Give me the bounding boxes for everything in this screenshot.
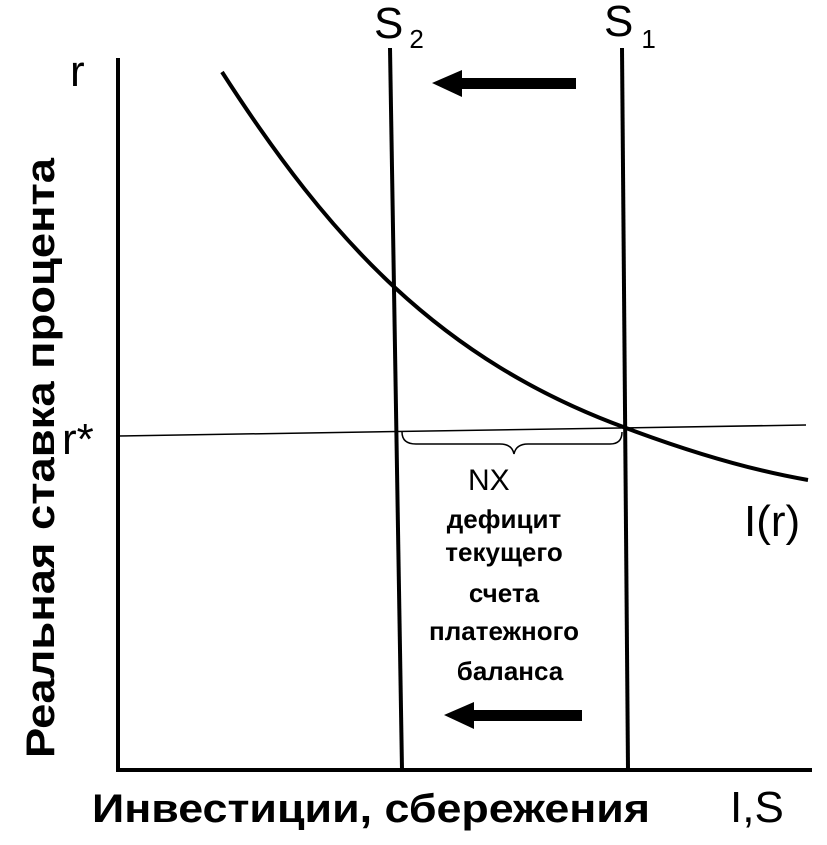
deficit-line: дефицит [447,504,562,534]
s1-line [620,47,630,771]
deficit-text: дефицит текущего счета платежного баланс… [429,504,579,686]
deficit-line: баланса [457,656,564,686]
deficit-line: текущего [445,537,562,567]
r-star-label: r* [62,415,94,464]
investment-curve [220,70,809,482]
r-star-line [117,424,807,437]
s2-line [388,47,404,771]
deficit-line: счета [469,578,540,608]
shift-arrow-bottom [444,702,582,729]
y-axis-title: Реальная ставка процента [19,157,63,758]
x-axis-title: Инвестиции, сбережения [92,787,650,831]
y-axis-symbol: r [70,47,85,96]
deficit-line: платежного [429,616,579,646]
nx-brace [401,431,623,455]
shift-arrow-top [432,70,576,97]
investment-curve-label: I(r) [744,497,800,546]
x-axis-symbol: I,S [730,783,784,832]
nx-label: NX [468,464,510,497]
